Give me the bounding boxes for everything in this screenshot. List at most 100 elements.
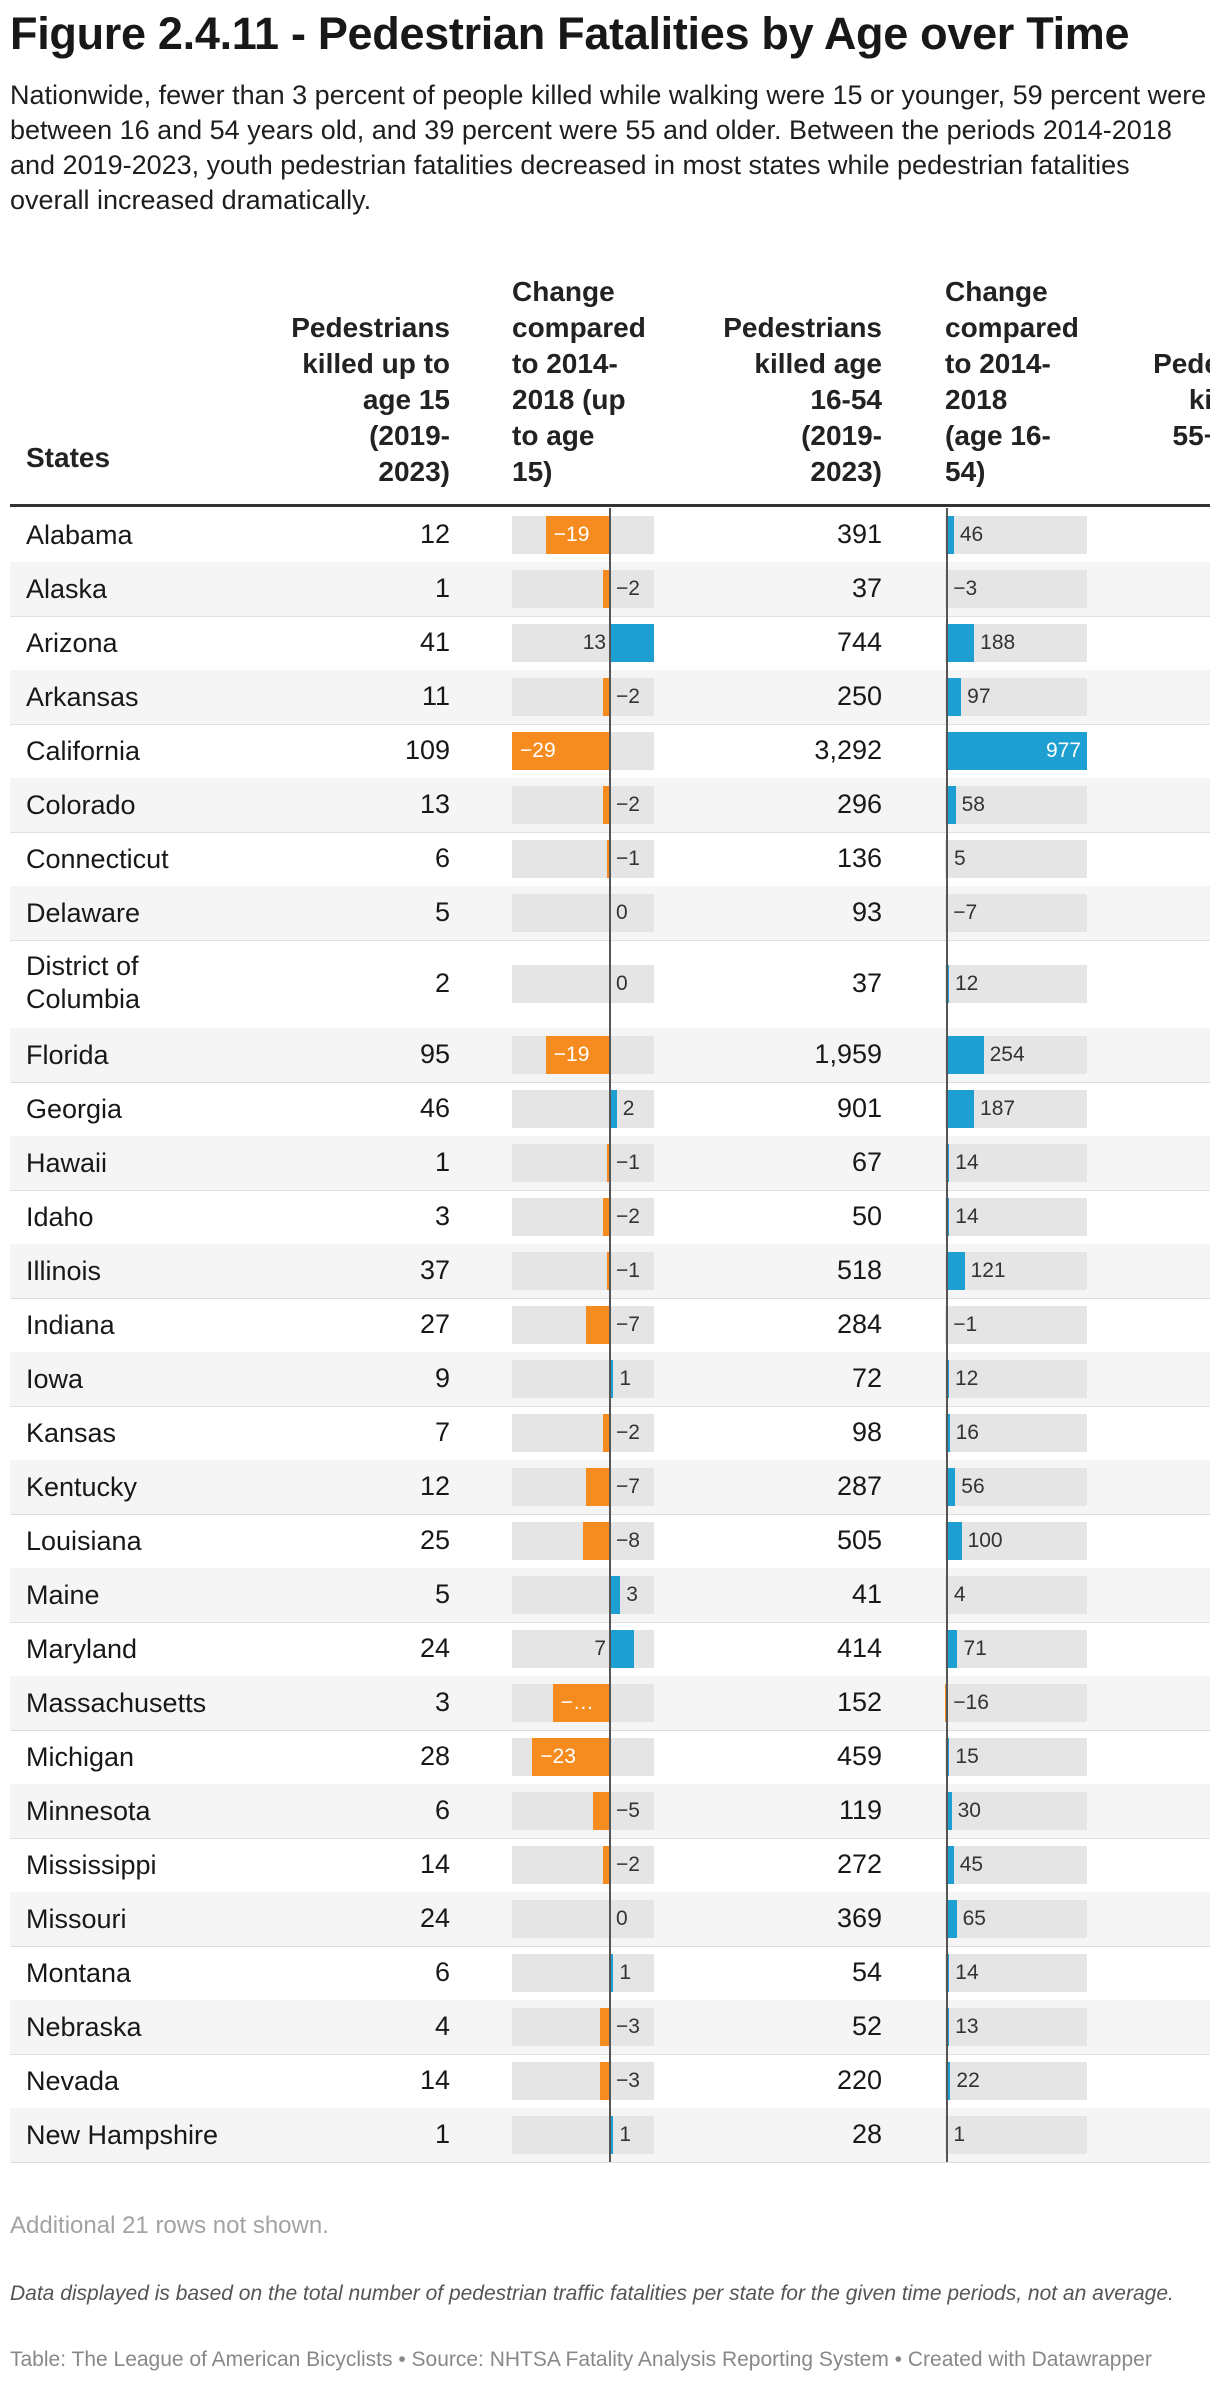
change-15-label: 0 [616, 901, 628, 924]
header-killed-16-54[interactable]: Pedestrians killed age 16-54 (2019- 2023) [682, 310, 882, 490]
change-16-54-label: 46 [959, 523, 984, 546]
header-change-up-to-15[interactable]: Change compared to 2014- 2018 (up to age 15) [512, 274, 682, 490]
header-line: 2023) [810, 456, 882, 487]
change-15-label: −29 [520, 739, 556, 762]
header-states[interactable]: States [26, 442, 111, 473]
header-line: compared [945, 312, 1079, 343]
change-16-54-bar [947, 1792, 952, 1830]
hidden-rows-note: Additional 21 rows not shown. [10, 2212, 329, 2239]
killed-up-to-15-value: 14 [419, 2065, 450, 2095]
change-16-54-label: −16 [953, 1691, 989, 1714]
killed-up-to-15-value: 5 [434, 1579, 450, 1609]
state-name: Nebraska [26, 2012, 142, 2042]
killed-up-to-15-value: 12 [419, 1471, 450, 1501]
killed-up-to-15-value: 41 [419, 627, 450, 657]
state-name: Illinois [26, 1256, 102, 1286]
header-line: compared [512, 312, 646, 343]
state-name: Georgia [26, 1094, 123, 1124]
change-16-54-label: 13 [955, 2015, 979, 2038]
change-16-54-bar-background [945, 2116, 1087, 2154]
data-table: States Pedestrians killed up to age 15 (201… [10, 258, 1210, 2190]
killed-16-54-value: 3,292 [814, 735, 882, 765]
killed-16-54-value: 272 [836, 1849, 882, 1879]
source-credits: Table: The League of American Bicyclists… [10, 2348, 1152, 2371]
state-name: Kentucky [26, 1472, 138, 1502]
killed-16-54-value: 136 [836, 843, 882, 873]
killed-16-54-value: 28 [851, 2119, 882, 2149]
change-16-54-bar-background [945, 678, 1087, 716]
change-15-bar-background [512, 965, 654, 1003]
header-killed-up-to-15[interactable]: Pedestrians killed up to age 15 (2019- 2023) [250, 310, 450, 490]
change-16-54-bar [947, 1900, 957, 1938]
header-change-16-54[interactable]: Change compared to 2014- 2018 (age 16- 54) [945, 274, 1115, 490]
change-16-54-bar [947, 1090, 975, 1128]
change-15-label: −2 [616, 1853, 640, 1876]
state-name: Colorado [26, 790, 136, 820]
change-15-label: −2 [616, 577, 640, 600]
change-15-bar-background [512, 1900, 654, 1938]
change-16-54-bar-background [945, 1738, 1087, 1776]
change-15-bar-background [512, 1090, 654, 1128]
killed-up-to-15-value: 95 [419, 1039, 450, 1069]
change-16-54-bar-background [945, 1522, 1087, 1560]
header-line: (2019- [801, 420, 882, 451]
change-15-label: −5 [616, 1799, 640, 1822]
change-15-bar [606, 1252, 611, 1290]
change-15-label: 1 [619, 2123, 632, 2146]
change-16-54-bar [947, 624, 975, 662]
change-15-bar [603, 1198, 611, 1236]
header-line: (age 16- [945, 420, 1051, 451]
change-15-label: −1 [616, 847, 640, 870]
killed-16-54-value: 72 [851, 1363, 882, 1393]
change-16-54-bar-background [945, 1954, 1087, 1992]
change-16-54-bar [947, 1198, 950, 1236]
change-15-bar-background [512, 2062, 654, 2100]
change-15-bar [586, 1306, 611, 1344]
state-name: Arizona [26, 628, 118, 658]
killed-up-to-15-value: 1 [434, 1147, 450, 1177]
killed-16-54-value: 37 [851, 968, 882, 998]
killed-up-to-15-value: 27 [419, 1309, 450, 1339]
killed-16-54-value: 296 [836, 789, 882, 819]
change-15-label: 0 [616, 1907, 628, 1930]
change-16-54-bar-background [945, 1684, 1087, 1722]
change-16-54-bar [947, 678, 962, 716]
change-15-bar-background [512, 2008, 654, 2046]
footnote: Data displayed is based on the total num… [10, 2282, 1174, 2305]
state-name: Maine [26, 1580, 100, 1610]
state-name: Missouri [26, 1904, 127, 1934]
killed-16-54-value: 391 [836, 519, 882, 549]
change-16-54-bar-background [945, 1252, 1087, 1290]
change-15-label: −3 [616, 2069, 640, 2092]
state-name: Montana [26, 1958, 132, 1988]
killed-up-to-15-value: 5 [434, 897, 450, 927]
change-15-bar [603, 1414, 611, 1452]
state-name: Idaho [26, 1202, 94, 1232]
killed-up-to-15-value: 4 [434, 2011, 450, 2041]
change-16-54-label: −3 [953, 577, 978, 600]
state-name: New Hampshire [26, 2120, 219, 2150]
change-16-54-bar-background [945, 2008, 1087, 2046]
change-16-54-label: 16 [955, 1421, 979, 1444]
header-line: to age [512, 420, 595, 451]
change-16-54-bar [947, 732, 1087, 770]
change-16-54-label: 187 [980, 1097, 1016, 1120]
change-15-bar-background [512, 1414, 654, 1452]
header-divider [10, 504, 1210, 507]
change-15-label: −2 [616, 1205, 640, 1228]
change-15-bar [606, 840, 611, 878]
change-16-54-bar [947, 1144, 950, 1182]
change-15-label: −1 [616, 1151, 640, 1174]
change-15-label: 2 [622, 1097, 635, 1120]
change-15-label: −3 [616, 2015, 640, 2038]
change-16-54-bar-background [945, 570, 1087, 608]
state-name: Kansas [26, 1418, 117, 1448]
state-name: District of Columbia [26, 951, 141, 1014]
change-15-bar [603, 570, 611, 608]
header-killed-55-plus[interactable]: Pede kil 55+ [1120, 346, 1210, 454]
change-15-label: −19 [553, 523, 590, 546]
change-15-label: −7 [616, 1313, 640, 1336]
change-15-zero-axis [609, 508, 612, 2162]
killed-up-to-15-value: 109 [404, 735, 450, 765]
